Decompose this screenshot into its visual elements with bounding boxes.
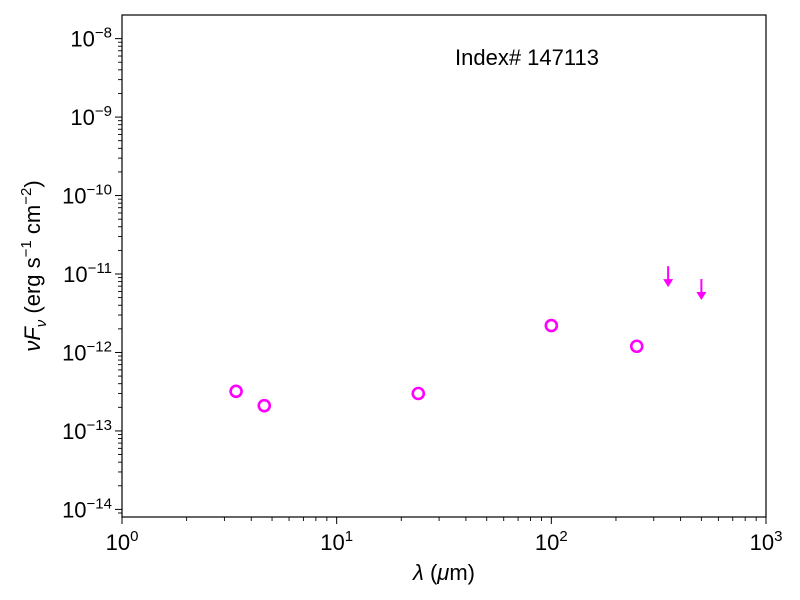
y-axis-label-unit1: (erg s — [20, 257, 45, 319]
y-tick-label: 10−13 — [62, 417, 112, 444]
y-tick-label-exp: −13 — [87, 417, 112, 434]
y-tick-label-base: 10 — [63, 262, 87, 287]
y-axis-label-close: ) — [20, 180, 45, 187]
data-point — [629, 339, 644, 354]
y-axis-label-F: F — [20, 326, 45, 341]
y-tick-label: 10−14 — [62, 495, 112, 522]
x-tick-label-exp: 3 — [774, 528, 782, 545]
data-point — [257, 398, 272, 413]
x-tick-label-exp: 2 — [559, 528, 567, 545]
y-axis-label: νFν (erg s−1 cm−2) — [18, 180, 50, 351]
upper-limit-arrow — [696, 279, 707, 301]
y-axis-label-exp1: −1 — [18, 240, 35, 257]
y-tick-label-base: 10 — [62, 184, 86, 209]
x-axis-label-rest: m) — [449, 560, 475, 585]
x-tick-label: 101 — [320, 528, 353, 555]
data-point — [229, 384, 243, 399]
x-tick-label-base: 10 — [106, 530, 130, 555]
y-tick-label-base: 10 — [62, 497, 86, 522]
chart-annotation: Index# 147113 — [455, 45, 599, 70]
x-tick-label-base: 10 — [535, 530, 559, 555]
y-tick-label-base: 10 — [70, 27, 94, 52]
y-tick-label: 10−12 — [62, 338, 112, 365]
y-tick-label-exp: −14 — [87, 495, 112, 512]
x-tick-label: 103 — [750, 528, 783, 555]
y-tick-label: 10−9 — [70, 103, 112, 130]
upper-limit-head — [696, 292, 707, 301]
y-tick-label-exp: −10 — [87, 182, 112, 199]
y-tick-label-exp: −11 — [88, 260, 112, 277]
x-axis-label: λ (μm) — [412, 560, 475, 585]
data-points — [229, 266, 707, 413]
y-tick-label-base: 10 — [70, 105, 94, 130]
x-axis-label-symbol: λ — [412, 560, 424, 585]
upper-limit-head — [663, 279, 674, 288]
y-axis-label-sub: ν — [33, 319, 50, 327]
plot-frame — [121, 14, 767, 518]
x-tick-label-exp: 0 — [130, 528, 138, 545]
y-tick-label: 10−11 — [63, 260, 112, 287]
y-tick-label-base: 10 — [62, 419, 86, 444]
y-tick-label-exp: −8 — [95, 25, 112, 42]
y-axis-label-exp2: −2 — [18, 188, 35, 205]
x-tick-label-base: 10 — [750, 530, 774, 555]
y-tick-label-base: 10 — [62, 340, 86, 365]
x-tick-label: 100 — [106, 528, 139, 555]
axis-ticks: 100 101 102 10310−1410−1310−1210−1110−1010−… — [62, 25, 782, 555]
data-point — [544, 318, 559, 333]
x-axis-label-mu: μ — [436, 560, 449, 585]
x-tick-label-base: 10 — [320, 530, 344, 555]
y-axis-label-unit2: cm — [20, 205, 45, 240]
x-tick-label-exp: 1 — [345, 528, 353, 545]
y-axis-label-nu: ν — [20, 341, 45, 352]
y-tick-label: 10−8 — [70, 25, 112, 52]
data-point — [411, 386, 426, 401]
y-tick-label-exp: −12 — [87, 338, 112, 355]
x-axis-label-unit: ( — [424, 560, 438, 585]
y-tick-label: 10−10 — [62, 182, 112, 209]
x-tick-label: 102 — [535, 528, 568, 555]
upper-limit-arrow — [663, 266, 674, 288]
y-tick-label-exp: −9 — [95, 103, 112, 120]
